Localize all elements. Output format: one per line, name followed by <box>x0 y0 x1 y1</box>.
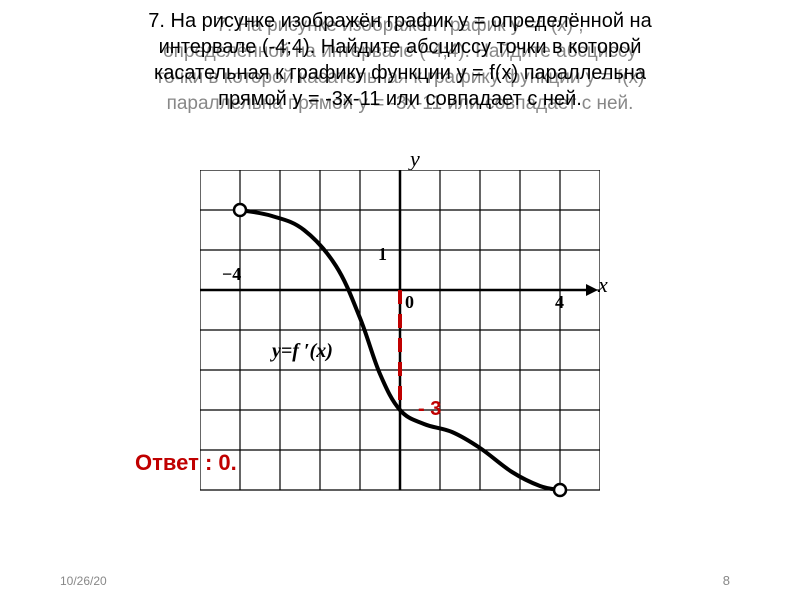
footer-page-number: 8 <box>723 573 730 588</box>
label-zero: 0 <box>405 292 414 313</box>
graph-area: y x 1 0 −4 4 y=f ′(x) - 3 <box>200 170 600 530</box>
label-four: 4 <box>555 292 564 313</box>
red-value-marker: - 3 <box>418 398 441 421</box>
label-one: 1 <box>378 244 387 265</box>
problem-line-1: 7. На рисунке изображён график y = опред… <box>40 8 760 34</box>
function-label: y=f ′(x) <box>272 340 333 363</box>
graph-svg <box>200 170 600 530</box>
label-neg-four: −4 <box>222 264 241 285</box>
problem-line-4: прямой y = -3x-11 или совпадает с ней. <box>40 86 760 112</box>
answer-text: Ответ : 0. <box>135 450 237 476</box>
problem-text-block: 7. На рисунке изображён график y =f '(x)… <box>40 8 760 112</box>
problem-line-2: интервале (-4;4). Найдите абсциссу точки… <box>40 34 760 60</box>
problem-line-3: касательная к графику функции y = f(x) п… <box>40 60 760 86</box>
x-axis-label: x <box>598 272 608 298</box>
footer-date: 10/26/20 <box>60 574 107 588</box>
y-axis-label: y <box>410 146 420 172</box>
